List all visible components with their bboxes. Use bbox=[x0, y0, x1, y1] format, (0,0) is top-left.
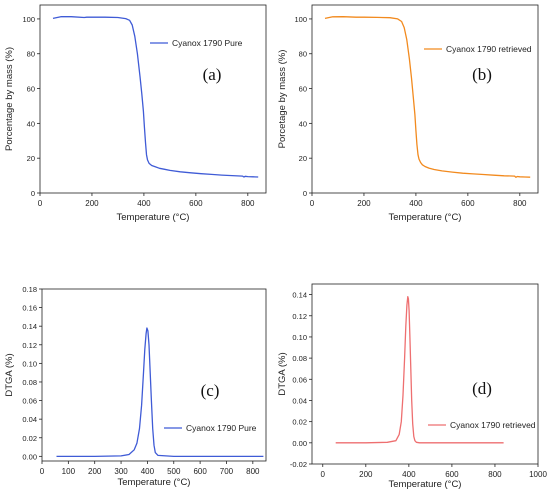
x-tick-label: 800 bbox=[246, 467, 260, 476]
y-tick-label: 0.02 bbox=[22, 434, 37, 443]
y-tick-label: 0.08 bbox=[22, 378, 37, 387]
x-tick-label: 600 bbox=[445, 470, 459, 479]
y-tick-label: 40 bbox=[27, 119, 35, 128]
y-tick-label: 60 bbox=[299, 85, 307, 94]
y-tick-label: 0.06 bbox=[22, 397, 37, 406]
panel-label: (a) bbox=[203, 65, 222, 84]
x-tick-label: 0 bbox=[310, 199, 315, 208]
legend-label: Cyanox 1790 retrieved bbox=[450, 420, 536, 430]
y-tick-label: 60 bbox=[27, 85, 35, 94]
x-tick-label: 400 bbox=[402, 470, 416, 479]
y-axis-label: DTGA (%) bbox=[4, 353, 15, 396]
series-line bbox=[335, 296, 504, 444]
y-tick-label: 40 bbox=[299, 119, 307, 128]
y-tick-label: 20 bbox=[27, 154, 35, 163]
chart-panel-3: 0 100 200 300 400 500 600 700 800 0.00 0.02 0.04 0.0… bbox=[4, 285, 267, 488]
x-tick-label: 100 bbox=[62, 467, 76, 476]
legend-label: Cyanox 1790 retrieved bbox=[446, 44, 532, 54]
x-tick-label: 200 bbox=[359, 470, 373, 479]
y-tick-label: 0.12 bbox=[292, 312, 307, 321]
y-tick-label: 0.10 bbox=[292, 333, 307, 342]
x-tick-label: 500 bbox=[167, 467, 181, 476]
y-tick-label: 100 bbox=[22, 15, 35, 24]
plot-frame bbox=[39, 4, 267, 194]
x-tick-label: 600 bbox=[193, 467, 207, 476]
panel-label: (c) bbox=[201, 381, 220, 400]
x-tick-label: 800 bbox=[513, 199, 527, 208]
y-tick-label: 100 bbox=[294, 15, 307, 24]
x-tick-label: 800 bbox=[488, 470, 502, 479]
x-tick-label: 400 bbox=[409, 199, 423, 208]
x-tick-label: 0 bbox=[38, 199, 43, 208]
y-axis-label: Porcentage by mass (%) bbox=[4, 47, 15, 151]
legend-label: Cyanox 1790 Pure bbox=[172, 38, 243, 48]
y-tick-label: 0 bbox=[31, 189, 35, 198]
y-tick-label: 0.06 bbox=[292, 375, 307, 384]
y-tick-label: 0.00 bbox=[292, 439, 307, 448]
y-tick-label: 0.04 bbox=[292, 396, 307, 405]
plot-frame bbox=[311, 4, 539, 194]
x-tick-label: 1000 bbox=[529, 470, 547, 479]
x-tick-label: 0 bbox=[321, 470, 326, 479]
y-axis-label: Porcetage by mass (%) bbox=[277, 50, 288, 149]
x-tick-label: 600 bbox=[461, 199, 475, 208]
x-tick-label: 200 bbox=[357, 199, 371, 208]
plot-frame bbox=[311, 283, 539, 465]
series-line bbox=[56, 327, 264, 458]
legend-label: Cyanox 1790 Pure bbox=[186, 423, 257, 433]
y-tick-label: 0.18 bbox=[22, 285, 37, 294]
chart-panel-4: 0 200 400 600 800 1000 -0.02 0.00 0.02 0.04 0.06 0.… bbox=[277, 283, 547, 490]
x-tick-label: 200 bbox=[85, 199, 99, 208]
x-tick-label: 700 bbox=[220, 467, 234, 476]
y-tick-label: 0.00 bbox=[22, 452, 37, 461]
x-axis-label: Temperature (°C) bbox=[389, 479, 462, 490]
y-tick-label: 0.14 bbox=[292, 291, 307, 300]
x-axis-label: Temperature (°C) bbox=[118, 477, 191, 488]
y-tick-label: 0.02 bbox=[292, 418, 307, 427]
chart-panel-1: 0 200 400 600 800 0 20 40 60 80 100 Temperature (°C… bbox=[4, 4, 267, 223]
x-tick-label: 400 bbox=[137, 199, 151, 208]
y-tick-label: 0.08 bbox=[292, 354, 307, 363]
x-tick-label: 300 bbox=[114, 467, 128, 476]
x-tick-label: 0 bbox=[40, 467, 45, 476]
panel-label: (d) bbox=[472, 379, 492, 398]
x-tick-label: 400 bbox=[141, 467, 155, 476]
panel-label: (b) bbox=[472, 65, 492, 84]
y-tick-label: 80 bbox=[299, 50, 307, 59]
y-tick-label: 0.14 bbox=[22, 322, 37, 331]
x-axis-label: Temperature (°C) bbox=[117, 212, 190, 223]
x-tick-label: 800 bbox=[241, 199, 255, 208]
series-line bbox=[52, 16, 259, 178]
x-axis-label: Temperature (°C) bbox=[389, 212, 462, 223]
y-tick-label: 80 bbox=[27, 50, 35, 59]
y-tick-label: 0.12 bbox=[22, 341, 37, 350]
chart-panel-2: 0 200 400 600 800 0 20 40 60 80 100 Temperature (°C… bbox=[277, 4, 539, 223]
series-line bbox=[324, 16, 531, 178]
y-tick-label: 20 bbox=[299, 154, 307, 163]
x-tick-label: 600 bbox=[189, 199, 203, 208]
y-tick-label: 0.16 bbox=[22, 304, 37, 313]
y-axis-label: DTGA (%) bbox=[277, 352, 288, 395]
y-tick-label: 0.10 bbox=[22, 359, 37, 368]
y-tick-label: -0.02 bbox=[290, 460, 307, 469]
y-tick-label: 0.04 bbox=[22, 415, 37, 424]
x-tick-label: 200 bbox=[88, 467, 102, 476]
y-tick-label: 0 bbox=[303, 189, 307, 198]
plot-frame bbox=[41, 288, 267, 462]
